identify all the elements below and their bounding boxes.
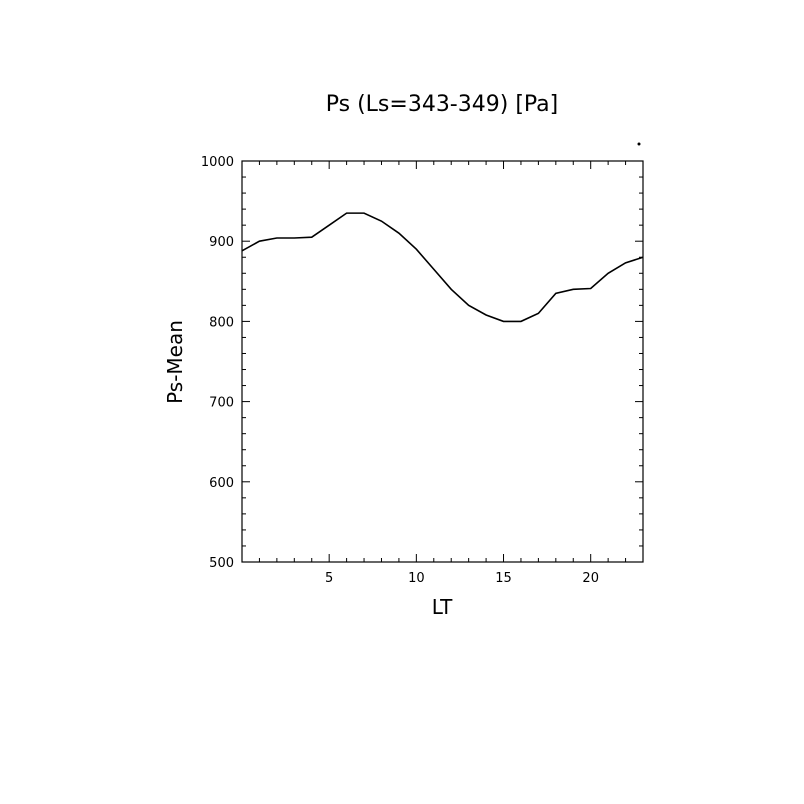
tick-marks [241, 160, 644, 563]
chart-title: Ps (Ls=343-349) [Pa] [326, 92, 559, 117]
x-tick-label: 10 [408, 571, 425, 586]
y-tick-label: 700 [209, 396, 234, 411]
plot-frame [241, 160, 644, 563]
x-axis-title: LT [432, 595, 453, 619]
x-tick-label: 5 [325, 571, 333, 586]
y-axis-title: Ps-Mean [163, 320, 187, 404]
y-tick-label: 900 [209, 235, 234, 250]
y-tick-label: 500 [209, 556, 234, 571]
x-tick-label: 20 [582, 571, 599, 586]
series-line [241, 212, 644, 323]
y-tick-label: 1000 [201, 155, 234, 170]
y-tick-label: 800 [209, 315, 234, 330]
y-tick-label: 600 [209, 476, 234, 491]
x-tick-label: 15 [495, 571, 512, 586]
corner-marker [637, 142, 641, 146]
tick-labels: 5 10 15 20 500 600 700 800 900 1000 [201, 155, 599, 586]
